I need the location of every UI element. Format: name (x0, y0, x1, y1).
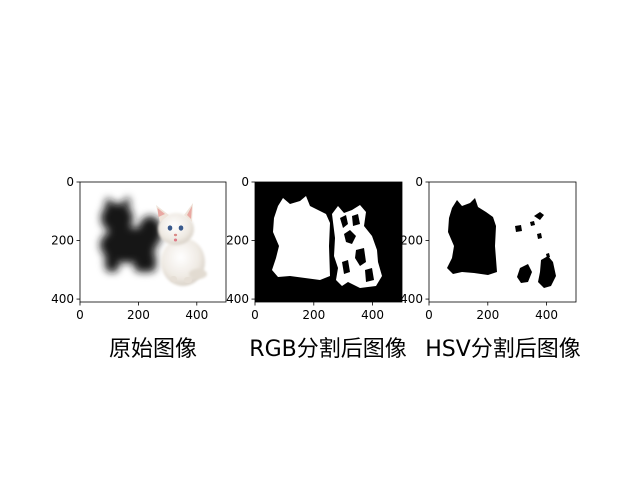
x-tick-label: 400 (185, 308, 208, 322)
y-axis-rgb: 0 200 400 (226, 175, 255, 306)
axes-frame-hsv (428, 181, 577, 303)
panel-title-hsv: HSV分割后图像 (425, 337, 581, 362)
y-tick-label: 0 (66, 175, 74, 189)
hsv-mask-image (429, 182, 576, 302)
x-axis-original: 0 200 400 (76, 302, 208, 322)
panel-rgb: 0 200 400 0 200 400 RGB分割后图像 (226, 175, 407, 362)
y-tick-label: 400 (226, 292, 249, 306)
y-tick-label: 200 (226, 234, 249, 248)
y-tick-label: 400 (51, 292, 74, 306)
y-tick-label: 0 (415, 175, 423, 189)
y-tick-label: 200 (51, 234, 74, 248)
panel-title-rgb: RGB分割后图像 (249, 337, 406, 362)
y-axis-hsv: 0 200 400 (400, 175, 429, 306)
x-tick-label: 400 (535, 308, 558, 322)
y-tick-label: 200 (400, 234, 423, 248)
original-image (80, 182, 226, 302)
axes-frame-original (79, 181, 227, 303)
x-tick-label: 0 (251, 308, 259, 322)
x-tick-label: 200 (476, 308, 499, 322)
white-kitten-shape (156, 203, 207, 286)
y-axis-original: 0 200 400 (51, 175, 80, 306)
x-tick-label: 0 (425, 308, 433, 322)
x-tick-label: 0 (76, 308, 84, 322)
x-axis-rgb: 0 200 400 (251, 302, 384, 322)
x-axis-hsv: 0 200 400 (425, 302, 558, 322)
y-tick-label: 400 (400, 292, 423, 306)
black-kitten-shape (100, 196, 162, 272)
axes-frame-rgb (254, 181, 403, 303)
x-tick-label: 200 (127, 308, 150, 322)
rgb-mask-image (255, 182, 402, 302)
x-tick-label: 400 (361, 308, 384, 322)
panel-original: 0 200 400 0 200 400 原始图像 (51, 175, 227, 362)
panel-title-original: 原始图像 (109, 337, 197, 362)
x-tick-label: 200 (302, 308, 325, 322)
panel-hsv: 0 200 400 0 200 400 HSV分割后图像 (400, 175, 581, 362)
y-tick-label: 0 (241, 175, 249, 189)
